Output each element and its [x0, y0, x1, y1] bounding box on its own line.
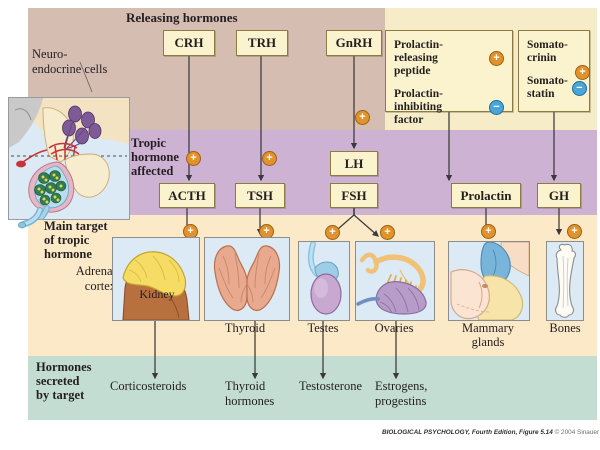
callout-adrenal-line1: Adrenal — [75, 264, 116, 278]
figure-credit: BIOLOGICAL PSYCHOLOGY, Fourth Edition, F… — [382, 429, 600, 436]
organ-caption-mammary-glands: Mammary glands — [442, 321, 534, 349]
band-label-secreted-line1: Hormones — [36, 360, 92, 374]
figure-credit-title: BIOLOGICAL PSYCHOLOGY, Fourth Edition, F… — [382, 429, 553, 436]
hormone-box-acth[interactable]: ACTH — [159, 183, 215, 208]
band-label-secreted-line2: secreted — [36, 374, 80, 388]
hormone-box-trh[interactable]: TRH — [236, 30, 288, 56]
band-label-target-line2: of tropic — [44, 233, 90, 247]
hormone-box-tsh[interactable]: TSH — [235, 183, 285, 208]
somatocrinin-label: Somato- crinin — [527, 39, 568, 64]
secreted-estrogens-line2: progestins — [375, 393, 427, 408]
hormone-box-lh[interactable]: LH — [330, 151, 378, 176]
hormone-box-gh[interactable]: GH — [537, 183, 581, 208]
band-label-target-line1: Main target — [44, 219, 108, 233]
secreted-label-corticosteroids: Corticosteroids — [110, 379, 187, 393]
organ-image-bones — [546, 241, 584, 321]
minus-sign-icon-somatostatin: − — [571, 80, 587, 96]
hormone-box-fsh[interactable]: FSH — [330, 183, 378, 208]
secreted-thyroid-line2: hormones — [225, 393, 275, 408]
callout-adrenal-line2: cortex — [84, 278, 116, 293]
hormone-box-prolactin[interactable]: Prolactin — [451, 183, 521, 208]
organ-image-ovaries — [355, 241, 435, 321]
pituitary-anatomy-inset — [8, 97, 130, 220]
plus-sign-icon-somatocrinin: + — [575, 65, 590, 80]
organ-caption-bones: Bones — [549, 321, 581, 335]
hormone-box-crh[interactable]: CRH — [163, 30, 215, 56]
secreted-label-thyroid-hormones: Thyroid hormones — [225, 379, 297, 408]
plus-sign-icon-prolactin-to-mammary: + — [481, 224, 496, 239]
band-label-hormones-secreted: Hormones secreted by target — [36, 360, 92, 402]
organ-caption-testes: Testes — [307, 321, 339, 335]
plus-sign-icon-trh-to-tsh: + — [262, 151, 277, 166]
organ-image-mammary-glands — [448, 241, 530, 321]
band-label-secreted-line3: by target — [36, 388, 85, 402]
secreted-thyroid-line1: Thyroid — [225, 379, 266, 393]
hormone-box-somatostatin-factors[interactable]: Somato- crinin + Somato- statin − — [518, 30, 590, 112]
organ-caption-ovaries: Ovaries — [374, 321, 414, 335]
callout-adrenal-cortex: Adrenal cortex — [44, 264, 116, 293]
plus-sign-icon-crh-to-acth: + — [186, 151, 201, 166]
secreted-label-testosterone: Testosterone — [299, 379, 362, 393]
band-label-tropic-hormone: Tropic hormone affected — [131, 136, 179, 178]
organ-image-testes — [298, 241, 350, 321]
band-label-releasing-hormones: Releasing hormones — [126, 10, 238, 25]
secreted-label-estrogens-progestins: Estrogens, progestins — [375, 379, 449, 408]
callout-neuroendocrine-cells: Neuro- endocrine cells — [32, 47, 107, 76]
band-label-main-target: Main target of tropic hormone — [44, 219, 108, 261]
plus-sign-icon-fsh-to-testes: + — [325, 225, 340, 240]
prolactin-inhibiting-factor-label: Prolactin-inhibiting factor — [394, 88, 443, 126]
organ-caption-mammary-line2: glands — [471, 335, 505, 349]
figure-credit-copyright: © 2004 Sinauer Associates, Inc. — [554, 429, 600, 436]
minus-sign-icon-prolactin-inhibiting: − — [489, 100, 504, 115]
organ-caption-thyroid: Thyroid — [224, 321, 266, 335]
band-label-tropic-line1: Tropic — [131, 136, 166, 150]
organ-image-thyroid — [204, 237, 290, 321]
band-label-target-line3: hormone — [44, 247, 92, 261]
kidney-label: Kidney — [139, 287, 174, 301]
somatostatin-label: Somato- statin — [527, 75, 568, 100]
prolactin-releasing-peptide-label: Prolactin-releasing peptide — [394, 39, 443, 77]
plus-sign-icon-gh-to-bones: + — [567, 224, 582, 239]
organ-caption-mammary-line1: Mammary — [461, 321, 515, 335]
plus-sign-icon-prolactin-releasing: + — [489, 51, 504, 66]
callout-neuro-line2: endocrine cells — [32, 61, 108, 76]
secreted-estrogens-line1: Estrogens, — [375, 379, 428, 393]
plus-sign-icon-fsh-to-ovaries: + — [380, 225, 395, 240]
hormone-box-prolactin-factors[interactable]: Prolactin-releasing peptide + Prolactin-… — [385, 30, 513, 126]
band-label-tropic-line3: affected — [131, 164, 174, 178]
hormone-box-gnrh[interactable]: GnRH — [326, 30, 382, 56]
callout-neuro-line1: Neuro- — [32, 47, 68, 61]
pituitary-vein-tail — [17, 206, 44, 229]
plus-sign-icon-gnrh-to-lh: + — [355, 110, 370, 125]
band-hormones-secreted — [28, 356, 597, 420]
band-label-tropic-line2: hormone — [131, 150, 179, 164]
organ-image-adrenal-kidney: Kidney — [112, 237, 200, 321]
